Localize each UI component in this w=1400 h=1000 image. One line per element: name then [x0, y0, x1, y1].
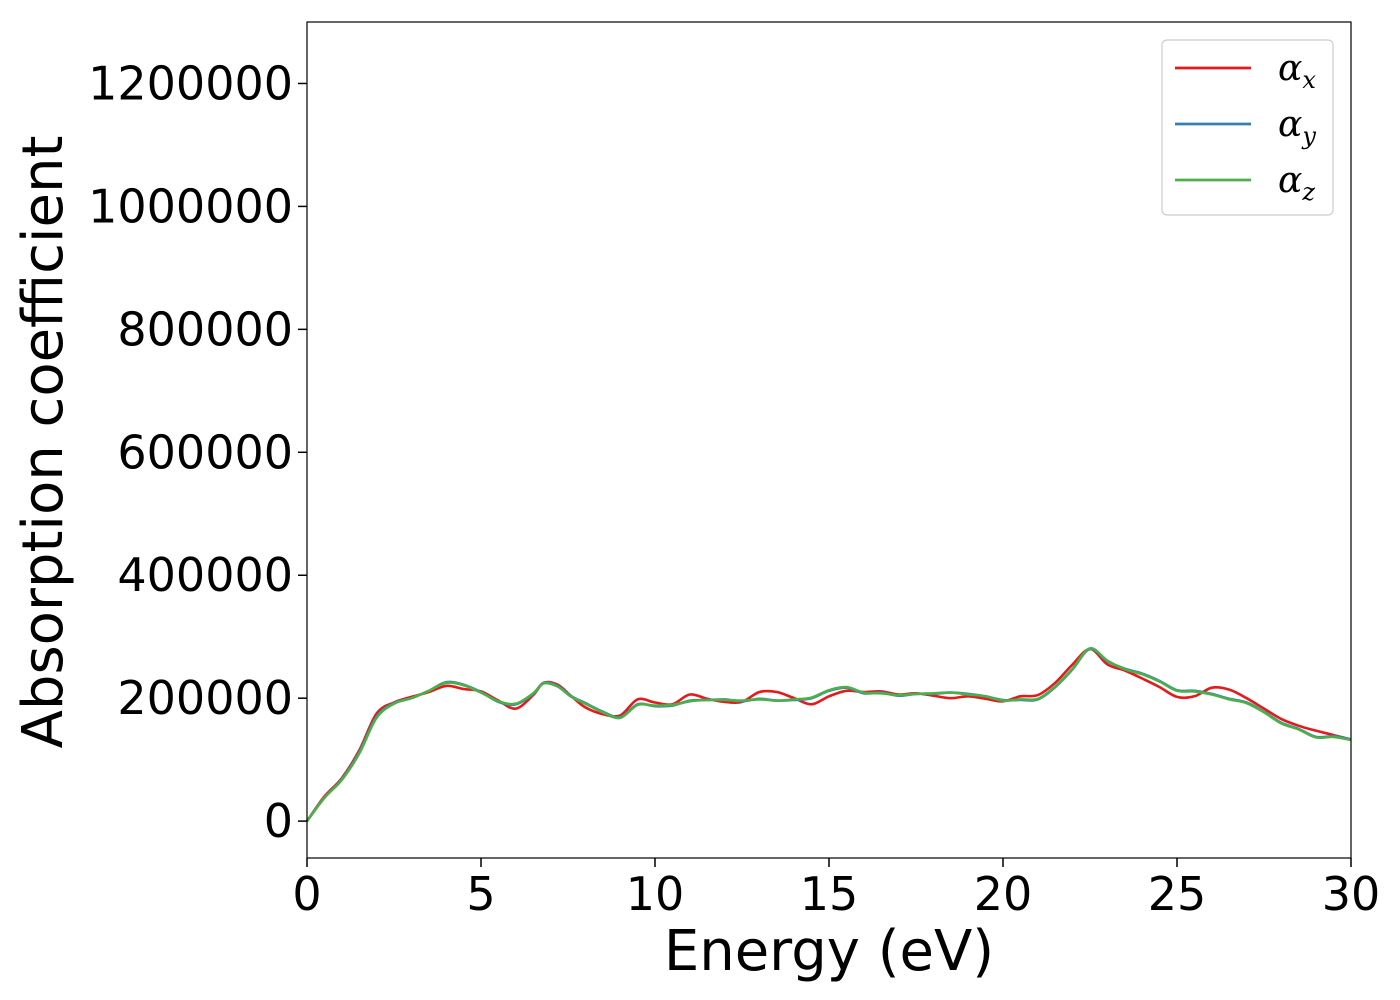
legend-symbol: α — [1278, 160, 1302, 201]
series-layer — [305, 647, 1352, 822]
legend-symbol: α — [1278, 104, 1302, 145]
x-axis-ticks: 0 5 10 15 20 25 30 — [292, 858, 1380, 921]
x-tick-label: 0 — [292, 867, 321, 921]
x-tick-label: 10 — [626, 867, 685, 921]
x-tick-label: 25 — [1148, 867, 1207, 921]
y-tick-label: 400000 — [117, 548, 293, 602]
x-tick-label: 30 — [1322, 867, 1381, 921]
y-tick-label: 1200000 — [88, 56, 293, 110]
legend-symbol: α — [1278, 48, 1302, 89]
y-tick-label: 600000 — [117, 425, 293, 479]
y-tick-label: 800000 — [117, 302, 293, 356]
y-axis-ticks: 0 200000 400000 600000 800000 1000000 1200000 — [88, 56, 307, 848]
legend-subscript: x — [1302, 66, 1316, 94]
y-tick-label: 1000000 — [88, 179, 293, 233]
x-tick-label: 15 — [800, 867, 859, 921]
legend-label-alpha-z: αz — [1278, 160, 1315, 206]
legend-box — [1161, 39, 1334, 216]
y-tick-label: 0 — [264, 794, 293, 848]
x-axis-label: Energy (eV) — [664, 919, 994, 984]
y-tick-label: 200000 — [117, 671, 293, 725]
x-tick-label: 20 — [974, 867, 1033, 921]
legend-label-alpha-y: αy — [1278, 104, 1316, 150]
x-tick-label: 5 — [466, 867, 495, 921]
legend-subscript: z — [1301, 178, 1315, 206]
legend-subscript: y — [1301, 122, 1316, 150]
series-line-alpha-z — [305, 647, 1352, 822]
legend-label-alpha-x: αx — [1278, 48, 1316, 94]
y-axis-label: Absorption coefficient — [11, 136, 76, 749]
